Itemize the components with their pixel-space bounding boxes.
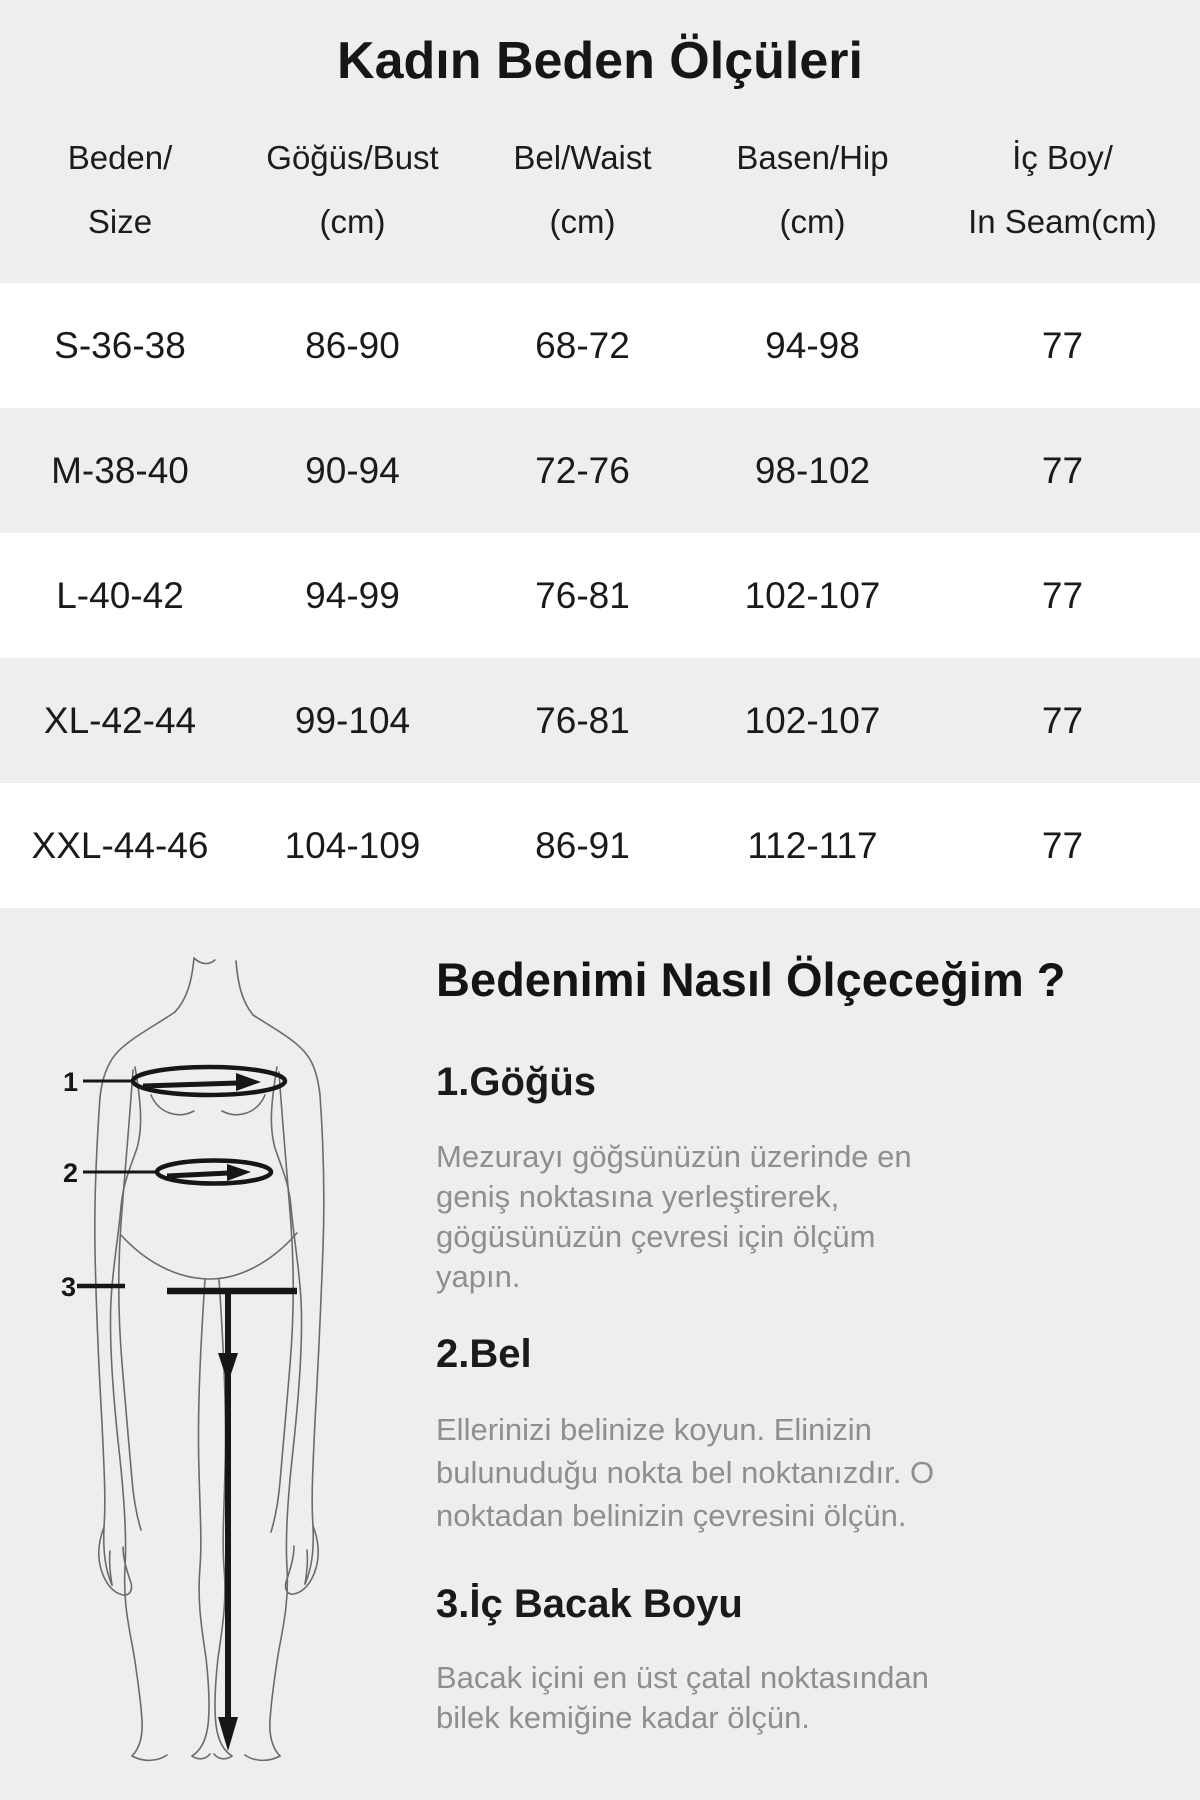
col-header-line: (cm)	[779, 203, 846, 240]
cell-waist: 68-72	[535, 324, 630, 366]
body-diagram: 1 2 3	[61, 957, 325, 1762]
section-title-bust: 1.Göğüs	[436, 1060, 597, 1104]
col-header-size: Beden/ Size	[0, 126, 240, 254]
section-title-waist: 2.Bel	[436, 1332, 532, 1376]
cell-inseam: 77	[1041, 574, 1084, 616]
bust-measure: 1	[63, 1064, 288, 1098]
cell-bust: 104-109	[284, 824, 421, 866]
col-header-line: İç Boy/	[1012, 139, 1113, 176]
col-header-line: Basen/Hip	[736, 139, 889, 176]
cell-size: L-40-42	[56, 574, 184, 616]
section-body-waist: Ellerinizi belinize koyun. Elinizin bulu…	[436, 1412, 935, 1533]
cell-waist: 86-91	[535, 824, 630, 866]
cell-inseam: 77	[1041, 699, 1084, 741]
page-title: Kadın Beden Ölçüleri	[337, 32, 863, 90]
inseam-bottom-arrowhead-icon	[218, 1717, 238, 1751]
cell-waist: 76-81	[535, 699, 630, 741]
bust-measure-ellipse	[130, 1064, 288, 1098]
table-row: M-38-40 90-94 72-76 98-102 77	[0, 408, 1200, 533]
size-table-header: Beden/ Size Göğüs/Bust (cm) Bel/Waist (c…	[0, 126, 1200, 254]
cell-inseam: 77	[1041, 449, 1084, 491]
waist-arrowhead-icon	[227, 1164, 251, 1181]
col-header-line: Beden/	[67, 139, 173, 176]
table-row: XL-42-44 99-104 76-81 102-107 77	[0, 658, 1200, 783]
size-table-body: S-36-38 86-90 68-72 94-98 77 M-38-40 90-…	[0, 283, 1200, 908]
bust-arrowhead-icon	[236, 1073, 261, 1091]
cell-bust: 86-90	[305, 324, 400, 366]
col-header-line: Size	[87, 203, 153, 240]
cell-inseam: 77	[1041, 324, 1084, 366]
cell-hip: 112-117	[747, 824, 878, 866]
section-body-bust: Mezurayı göğsünüzün üzerinde en geniş no…	[436, 1139, 912, 1294]
waist-measure: 2	[63, 1158, 274, 1188]
body-outline	[94, 957, 325, 1762]
inseam-measure: 3	[61, 1272, 297, 1751]
cell-inseam: 77	[1041, 824, 1084, 866]
cell-bust: 99-104	[294, 699, 411, 741]
cell-hip: 102-107	[744, 574, 881, 616]
table-row: S-36-38 86-90 68-72 94-98 77	[0, 283, 1200, 408]
guide-heading: Bedenimi Nasıl Ölçeceğim ?	[436, 953, 1066, 1006]
cell-waist: 76-81	[535, 574, 630, 616]
table-row: L-40-42 94-99 76-81 102-107 77	[0, 533, 1200, 658]
section-body-inseam: Bacak içini en üst çatal noktasından bil…	[436, 1660, 929, 1735]
col-header-line: In Seam(cm)	[968, 203, 1157, 240]
cell-size: XXL-44-46	[31, 824, 209, 866]
inseam-mid-arrowhead-icon	[218, 1353, 238, 1383]
table-row: XXL-44-46 104-109 86-91 112-117 77	[0, 783, 1200, 908]
cell-hip: 98-102	[754, 449, 871, 491]
cell-size: M-38-40	[51, 449, 189, 491]
cell-bust: 94-99	[305, 574, 400, 616]
cell-size: S-36-38	[54, 324, 186, 366]
measurement-figure: 1 2 3	[55, 955, 355, 1775]
col-header-inseam: İç Boy/ In Seam(cm)	[925, 126, 1200, 254]
figure-label-waist: 2	[63, 1158, 78, 1188]
figure-label-inseam: 3	[61, 1272, 76, 1302]
cell-waist: 72-76	[535, 449, 630, 491]
col-header-line: Bel/Waist	[513, 139, 652, 176]
cell-hip: 94-98	[765, 324, 860, 366]
col-header-line: Göğüs/Bust	[266, 139, 439, 176]
section-title-inseam: 3.İç Bacak Boyu	[436, 1582, 743, 1626]
cell-bust: 90-94	[305, 449, 400, 491]
col-header-waist: Bel/Waist (cm)	[465, 126, 700, 254]
col-header-bust: Göğüs/Bust (cm)	[240, 126, 465, 254]
cell-size: XL-42-44	[43, 699, 197, 741]
cell-hip: 102-107	[744, 699, 881, 741]
col-header-line: (cm)	[549, 203, 616, 240]
figure-label-bust: 1	[63, 1067, 78, 1097]
col-header-line: (cm)	[319, 203, 386, 240]
col-header-hip: Basen/Hip (cm)	[700, 126, 925, 254]
